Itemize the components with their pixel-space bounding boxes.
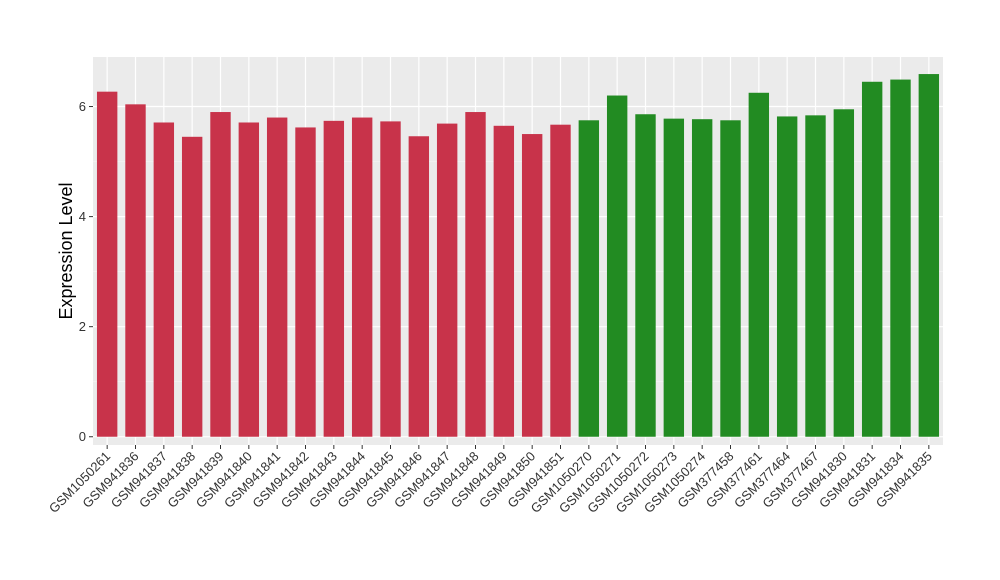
bar <box>323 120 345 437</box>
y-axis-title: Expression Level <box>56 182 76 319</box>
bar <box>720 120 741 437</box>
bar <box>521 134 543 437</box>
bar <box>465 112 486 437</box>
bar <box>436 123 458 437</box>
bar <box>210 112 231 437</box>
y-tick-label: 0 <box>79 429 86 444</box>
bar <box>691 119 713 437</box>
bar <box>351 117 373 437</box>
x-axis: GSM1050261GSM941836GSM941837GSM941838GSM… <box>46 445 935 516</box>
bar <box>663 118 685 437</box>
bars <box>96 74 940 437</box>
bar <box>238 122 260 437</box>
bar <box>266 117 288 437</box>
bar <box>181 136 203 437</box>
y-tick-label: 6 <box>79 99 86 114</box>
y-tick-label: 2 <box>79 319 86 334</box>
bar <box>805 115 826 437</box>
bar <box>606 95 628 437</box>
bar <box>295 127 316 437</box>
y-axis: 0 2 4 6 <box>79 99 93 444</box>
y-tick-label: 4 <box>79 209 86 224</box>
bar <box>635 114 656 437</box>
bar <box>918 74 940 437</box>
bar <box>833 109 855 437</box>
bar <box>550 124 571 437</box>
bar <box>890 79 911 437</box>
plot-panel <box>93 57 943 445</box>
bar <box>493 125 515 437</box>
bar <box>96 91 118 437</box>
bar <box>153 122 175 437</box>
bar <box>776 116 798 437</box>
bar <box>748 92 770 437</box>
bar <box>861 81 883 437</box>
bar <box>408 136 430 437</box>
bar <box>125 104 146 437</box>
bar <box>578 120 600 437</box>
bar <box>380 121 401 437</box>
